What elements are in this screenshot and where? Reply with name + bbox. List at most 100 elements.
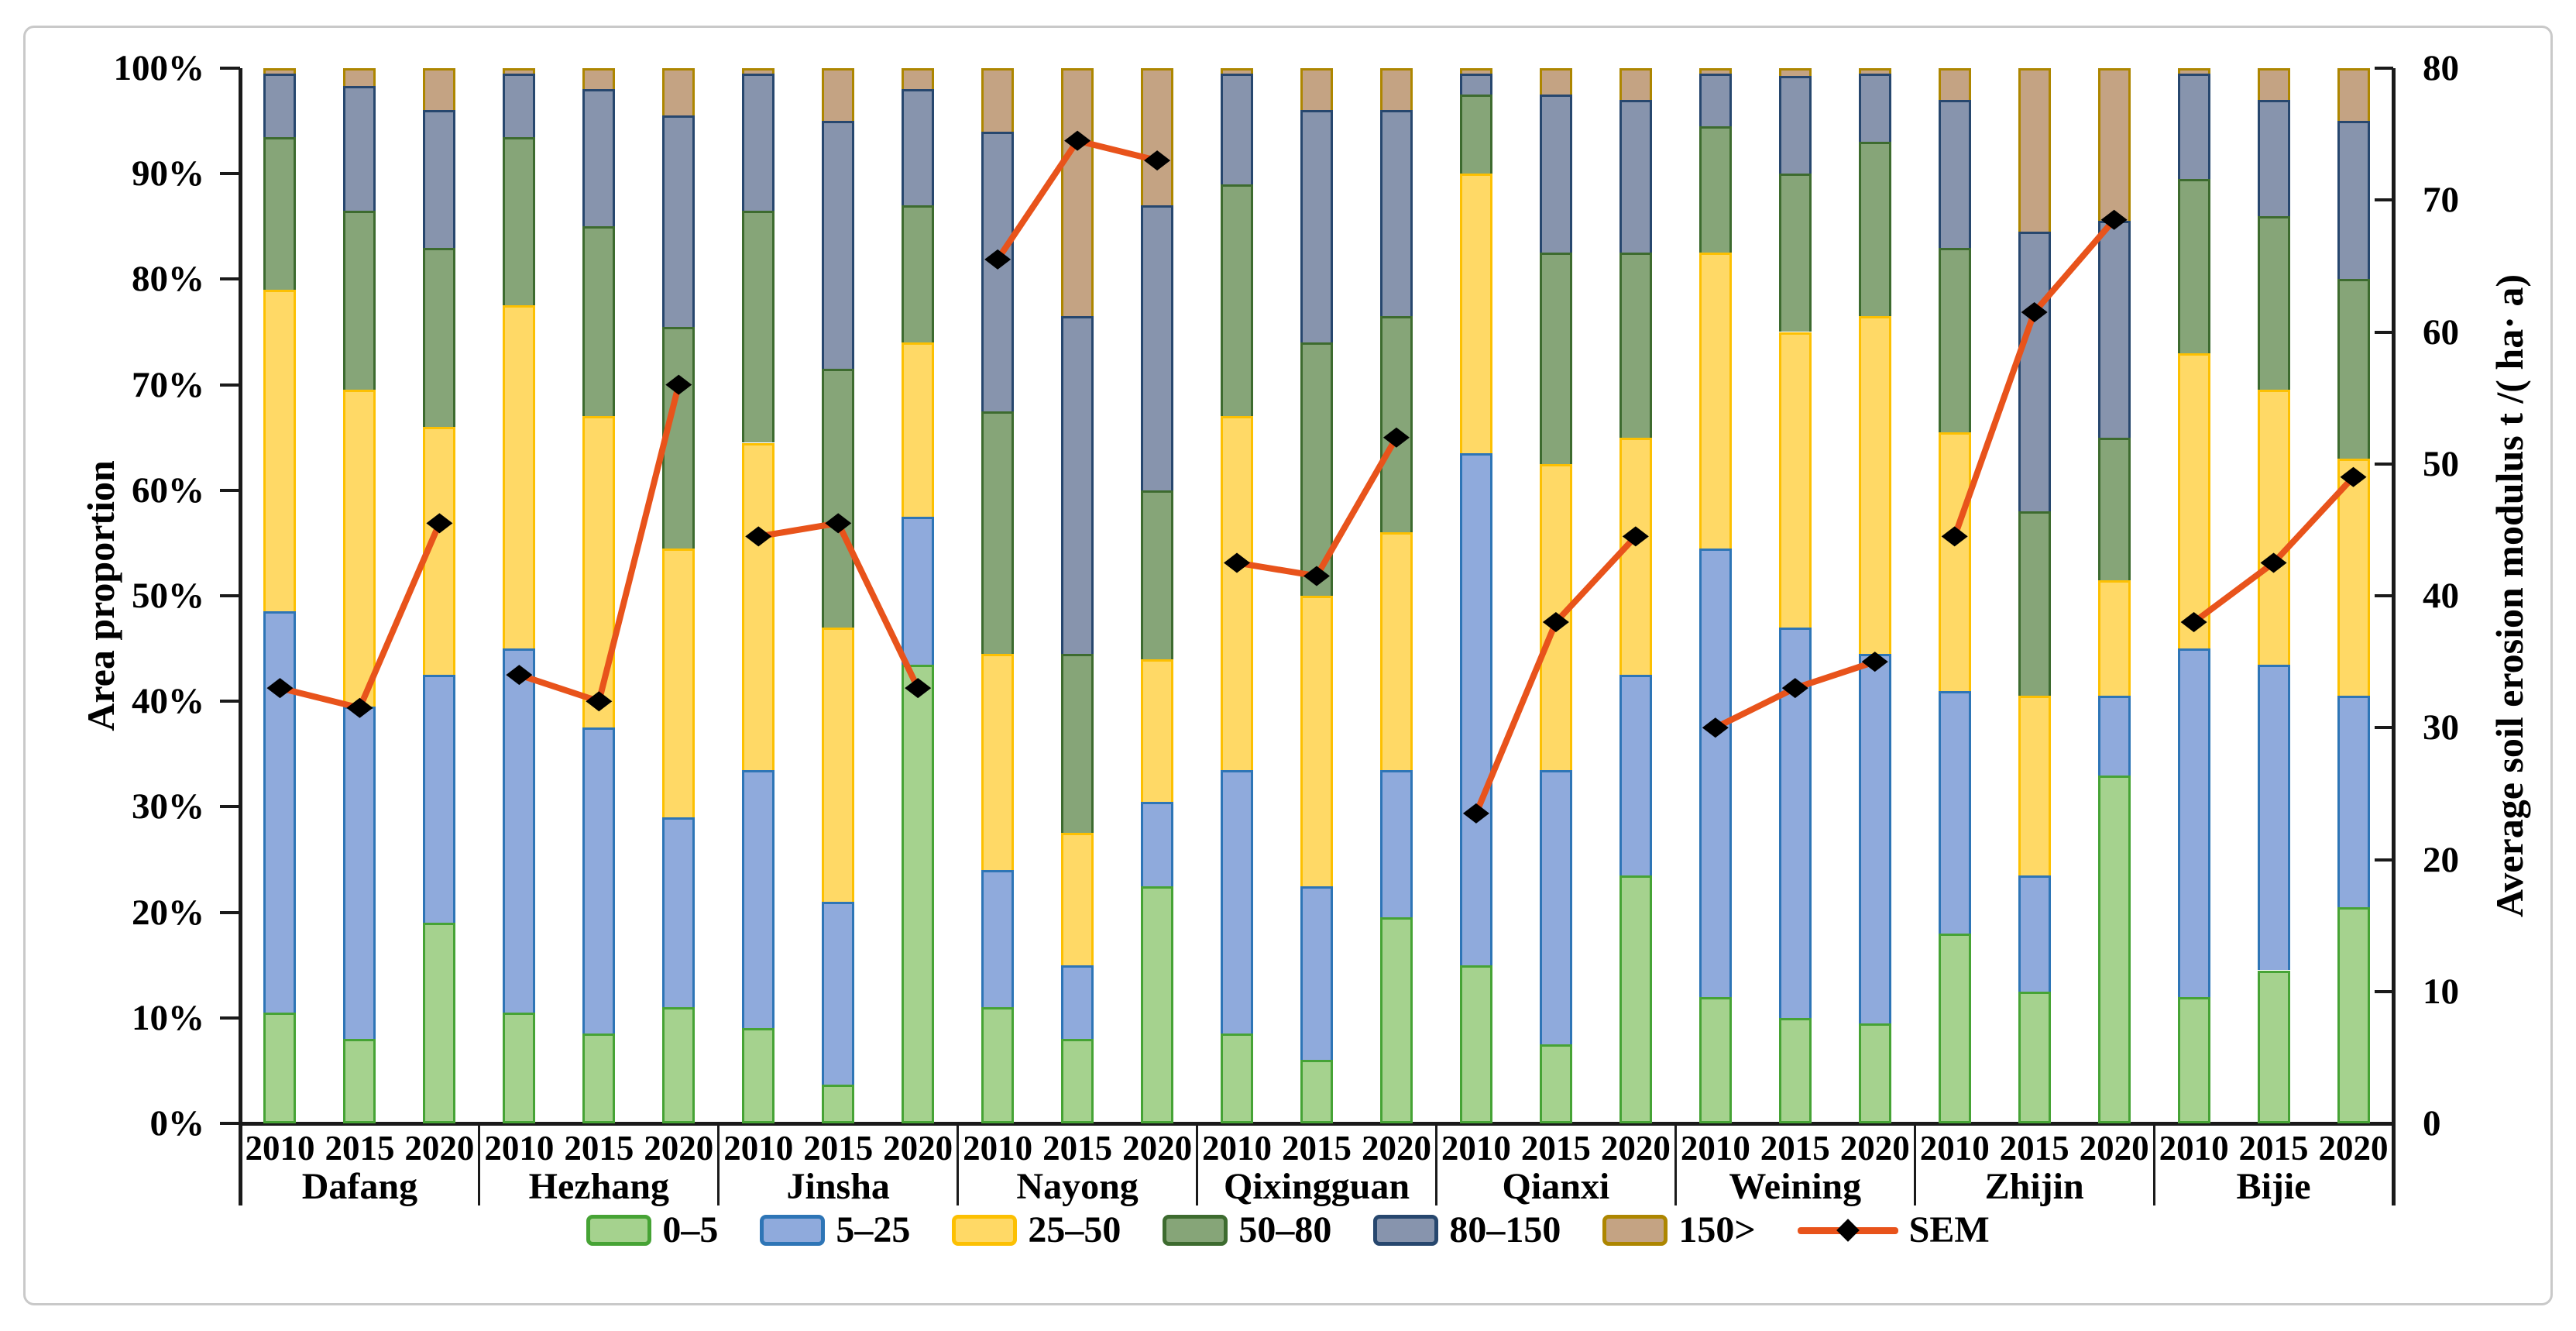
bar-segment (1698, 126, 1732, 253)
left-tick-mark (220, 383, 240, 387)
group-separator (957, 1123, 960, 1205)
year-label: 2015 (1282, 1129, 1352, 1168)
legend-label: 5–25 (836, 1209, 911, 1250)
left-tick-label: 30% (132, 786, 204, 827)
bar-segment (1778, 68, 1812, 76)
bar-segment (1938, 432, 1971, 691)
left-tick-mark (220, 805, 240, 809)
year-label: 2020 (1122, 1129, 1193, 1168)
sem-marker (984, 249, 1012, 270)
bar-segment (582, 1034, 616, 1123)
year-label: 2010 (1680, 1129, 1750, 1168)
right-tick-mark (2375, 1122, 2393, 1125)
bar-segment (582, 89, 616, 227)
year-label: 2020 (1361, 1129, 1431, 1168)
sem-line (279, 521, 443, 712)
bar-segment (1778, 75, 1812, 174)
bar-segment (1061, 1039, 1094, 1123)
year-label: 2015 (1042, 1129, 1113, 1168)
region-label: Nayong (1016, 1166, 1139, 1207)
bar-segment (1061, 965, 1094, 1040)
group-separator (1196, 1123, 1199, 1205)
bar-segment (2177, 353, 2210, 649)
bar-segment (503, 68, 536, 74)
legend-item: 150> (1602, 1212, 1756, 1249)
bar-segment (582, 727, 616, 1034)
bar-segment (981, 411, 1015, 654)
group-separator (1913, 1123, 1916, 1205)
bar-segment (503, 136, 536, 306)
bar-segment (1141, 801, 1174, 886)
right-tick-label: 20 (2423, 839, 2459, 880)
sem-marker (1861, 652, 1888, 672)
year-label: 2010 (1441, 1129, 1511, 1168)
bar-segment (1698, 253, 1732, 549)
legend-swatch (760, 1215, 826, 1246)
bar-segment (1061, 68, 1094, 317)
left-tick-label: 80% (132, 259, 204, 300)
right-tick-label: 80 (2423, 48, 2459, 88)
bar-segment (1459, 68, 1492, 74)
sem-marker (2100, 209, 2128, 230)
bar-segment (582, 226, 616, 417)
region-label: Jinsha (786, 1166, 890, 1207)
bar-segment (582, 68, 616, 90)
bar-segment (1379, 769, 1413, 918)
bar-segment (1619, 253, 1652, 438)
bar-segment (822, 901, 855, 1085)
bar-segment (822, 1084, 855, 1123)
sem-marker (586, 691, 613, 712)
sem-marker (1144, 150, 1171, 171)
right-axis-line (2392, 68, 2396, 1205)
bar-segment (1141, 490, 1174, 659)
sem-marker (1622, 526, 1649, 547)
legend-swatch (1602, 1215, 1668, 1246)
bar-segment (1938, 690, 1971, 934)
bar-segment (1858, 1023, 1891, 1123)
bar-segment (1858, 68, 1891, 74)
bar-segment (2097, 775, 2131, 1123)
year-label: 2015 (1760, 1129, 1830, 1168)
bar-segment (2177, 996, 2210, 1123)
bar-segment (2257, 664, 2290, 971)
bar-segment (343, 210, 376, 390)
sem-line (1236, 435, 1400, 580)
bar-segment (263, 136, 297, 290)
year-label: 2010 (484, 1129, 555, 1168)
sem-marker (1781, 678, 1808, 699)
bar-segment (1221, 1034, 1254, 1123)
year-label: 2015 (803, 1129, 874, 1168)
group-separator (478, 1123, 481, 1205)
bar-segment (2177, 73, 2210, 179)
region-label: Zhijin (1984, 1166, 2084, 1207)
legend-item: 50–80 (1163, 1212, 1331, 1249)
right-tick-mark (2375, 67, 2393, 70)
bar-segment (742, 442, 775, 770)
bar-segment (1141, 659, 1174, 802)
bar-segment (343, 390, 376, 707)
bar-segment (2097, 68, 2131, 222)
bar-segment (2018, 991, 2051, 1123)
bar-segment (503, 73, 536, 137)
year-label: 2020 (2318, 1129, 2389, 1168)
bar-segment (662, 68, 696, 116)
left-tick-mark (220, 277, 240, 281)
bar-segment (662, 817, 696, 1008)
right-tick-label: 70 (2423, 180, 2459, 221)
bar-segment (423, 68, 456, 111)
bar-segment (902, 68, 935, 90)
left-tick-mark (220, 488, 240, 492)
bar-segment (822, 369, 855, 628)
legend-swatch (952, 1215, 1018, 1246)
bar-segment (503, 648, 536, 1013)
bar-segment (582, 416, 616, 728)
sem-marker (1064, 130, 1091, 151)
right-tick-label: 40 (2423, 576, 2459, 616)
left-tick-mark (220, 67, 240, 70)
bar-segment (1459, 174, 1492, 454)
sem-marker (1702, 717, 1729, 738)
bar-segment (1221, 68, 1254, 74)
left-tick-label: 90% (132, 153, 204, 194)
bar-segment (1061, 653, 1094, 834)
bar-segment (1938, 247, 1971, 432)
